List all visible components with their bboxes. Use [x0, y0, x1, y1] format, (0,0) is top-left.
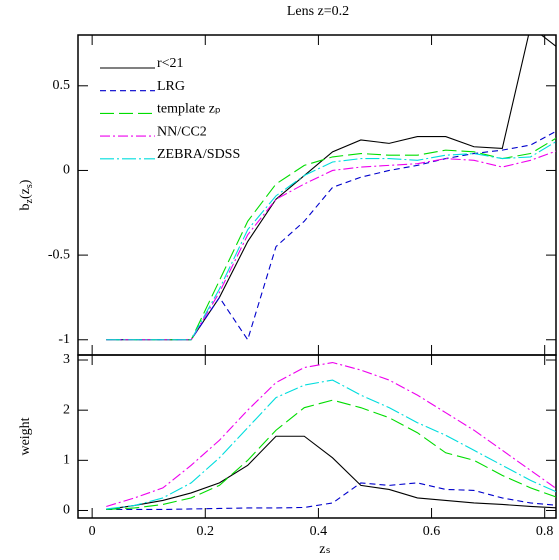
y-label: weight [18, 417, 33, 455]
series-line [106, 35, 556, 341]
x-tick-label: 0.8 [536, 524, 554, 539]
legend-label: r<21 [157, 56, 184, 71]
series-line [106, 150, 556, 341]
y-label-part: z [24, 198, 35, 203]
x-tick-label: 0 [89, 524, 96, 539]
x-label: zₛ [319, 542, 330, 557]
x-tick-label: 0.4 [310, 524, 328, 539]
y-tick-label: 2 [63, 402, 70, 417]
y-label-part: s [24, 184, 35, 188]
series-line [106, 482, 556, 511]
series-line [106, 435, 556, 511]
y-tick-label: 3 [63, 352, 70, 367]
y-tick-label: 0 [63, 163, 70, 178]
y-label: bz(zs) [18, 179, 35, 210]
y-tick-label: 0 [63, 503, 70, 518]
y-label-part: (z [18, 188, 33, 199]
series-line [106, 399, 556, 511]
legend-label: LRG [157, 79, 185, 94]
series-line [106, 361, 556, 507]
y-tick-label: 1 [63, 453, 70, 468]
y-label-part: ) [18, 179, 33, 184]
legend-label: ZEBRA/SDSS [157, 147, 240, 162]
series-line [106, 379, 556, 510]
y-label-part: weight [18, 417, 33, 455]
legend-label: template zₚ [157, 102, 221, 117]
y-tick-label: -1 [58, 332, 70, 347]
y-tick-label: 0.5 [53, 78, 71, 93]
x-tick-label: 0.6 [423, 524, 441, 539]
x-tick-label: 0.2 [197, 524, 215, 539]
legend-label: NN/CC2 [157, 124, 207, 139]
frame [77, 354, 557, 519]
chart-title: Lens z=0.2 [287, 4, 349, 19]
y-tick-label: -0.5 [48, 247, 70, 262]
y-label-part: b [18, 203, 33, 210]
series-line [106, 137, 556, 341]
frame [77, 34, 557, 356]
series-line [106, 141, 556, 341]
